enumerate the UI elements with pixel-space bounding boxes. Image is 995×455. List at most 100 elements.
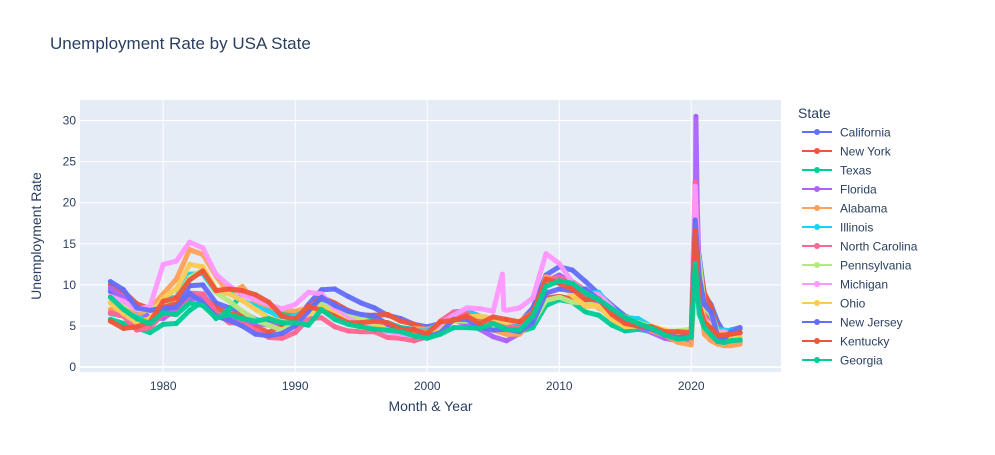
data-point-georgia bbox=[371, 326, 377, 332]
data-point-new-jersey bbox=[147, 307, 153, 313]
data-point-texas bbox=[160, 321, 166, 327]
data-point-kentucky bbox=[121, 325, 127, 331]
x-tick-label: 2000 bbox=[414, 379, 441, 393]
data-point-georgia bbox=[332, 316, 338, 322]
data-point-ohio bbox=[596, 303, 602, 309]
legend-item-florida: Florida bbox=[840, 183, 877, 197]
data-point-kentucky bbox=[411, 327, 417, 333]
data-point-new-jersey bbox=[226, 317, 232, 323]
data-point-california bbox=[345, 293, 351, 299]
data-point-alabama bbox=[701, 331, 707, 337]
data-point-kentucky bbox=[451, 317, 457, 323]
data-point-georgia bbox=[583, 290, 589, 296]
data-point-alabama bbox=[173, 276, 179, 282]
data-point-georgia bbox=[437, 331, 443, 337]
data-point-georgia bbox=[662, 332, 668, 338]
data-point-texas bbox=[609, 322, 615, 328]
data-point-alabama bbox=[239, 284, 245, 289]
data-point-pennsylvania bbox=[569, 299, 575, 305]
data-point-georgia bbox=[696, 311, 702, 317]
legend-item-georgia: Georgia bbox=[840, 354, 883, 368]
data-point-kentucky bbox=[737, 330, 743, 336]
data-point-kentucky bbox=[721, 332, 727, 338]
y-axis-title: Unemployment Rate bbox=[28, 172, 44, 300]
data-point-pennsylvania bbox=[239, 308, 245, 314]
data-point-ohio bbox=[583, 303, 589, 309]
data-point-georgia bbox=[121, 307, 127, 312]
data-point-michigan bbox=[253, 297, 259, 303]
x-tick-label: 2010 bbox=[546, 379, 573, 393]
data-point-georgia bbox=[253, 318, 259, 324]
data-point-georgia bbox=[715, 339, 721, 345]
legend-swatch-marker-illinois bbox=[814, 224, 820, 230]
data-point-new-jersey bbox=[187, 290, 193, 296]
data-point-georgia bbox=[737, 337, 743, 343]
y-tick-label: 25 bbox=[63, 155, 77, 169]
data-point-texas bbox=[622, 328, 628, 334]
data-point-florida bbox=[490, 334, 496, 340]
data-point-michigan bbox=[503, 307, 509, 313]
data-point-michigan bbox=[279, 306, 285, 312]
data-point-georgia bbox=[517, 327, 523, 333]
legend-item-north-carolina: North Carolina bbox=[840, 240, 918, 254]
data-point-georgia bbox=[688, 335, 694, 340]
data-point-north-carolina bbox=[358, 329, 364, 335]
data-point-new-york bbox=[385, 312, 391, 317]
data-point-ohio bbox=[239, 298, 245, 303]
data-point-michigan bbox=[121, 298, 127, 304]
data-point-michigan bbox=[213, 271, 219, 277]
legend-title: State bbox=[798, 105, 831, 121]
data-point-georgia bbox=[226, 312, 232, 317]
data-point-florida bbox=[693, 113, 699, 119]
legend-item-alabama: Alabama bbox=[840, 202, 888, 216]
data-point-north-carolina bbox=[398, 335, 404, 341]
data-point-texas bbox=[187, 307, 193, 313]
data-point-georgia bbox=[721, 339, 727, 345]
x-tick-label: 2020 bbox=[678, 379, 705, 393]
data-point-new-jersey bbox=[107, 279, 113, 285]
data-point-georgia bbox=[451, 325, 457, 331]
data-point-georgia bbox=[609, 306, 615, 312]
legend-item-ohio: Ohio bbox=[840, 297, 866, 311]
chart-title: Unemployment Rate by USA State bbox=[50, 34, 311, 53]
data-point-ohio bbox=[187, 261, 193, 267]
data-point-new-jersey bbox=[173, 304, 179, 310]
data-point-new-jersey bbox=[701, 302, 707, 308]
legend-swatch-marker-michigan bbox=[814, 281, 820, 287]
data-point-kentucky bbox=[200, 268, 206, 274]
data-point-michigan bbox=[292, 302, 298, 308]
data-point-california bbox=[200, 282, 206, 288]
data-point-texas bbox=[147, 330, 153, 336]
legend-item-texas: Texas bbox=[840, 164, 871, 178]
data-point-ohio bbox=[226, 291, 232, 297]
data-point-ohio bbox=[173, 286, 179, 292]
data-point-georgia bbox=[213, 315, 219, 321]
data-point-kentucky bbox=[708, 325, 714, 331]
legend-item-kentucky: Kentucky bbox=[840, 335, 889, 349]
data-point-georgia bbox=[239, 316, 245, 322]
data-point-michigan bbox=[556, 261, 562, 266]
legend-item-california: California bbox=[840, 126, 891, 140]
data-point-michigan bbox=[490, 308, 496, 314]
data-point-michigan bbox=[499, 271, 505, 277]
data-point-north-carolina bbox=[279, 335, 285, 341]
legend-swatch-marker-ohio bbox=[814, 300, 820, 306]
legend-swatch-marker-texas bbox=[814, 167, 820, 173]
data-point-alabama bbox=[292, 308, 298, 314]
y-tick-label: 0 bbox=[69, 360, 76, 374]
data-point-illinois bbox=[635, 316, 641, 322]
data-point-georgia bbox=[464, 325, 470, 331]
data-point-georgia bbox=[622, 315, 628, 321]
legend-item-pennsylvania: Pennsylvania bbox=[840, 259, 912, 273]
data-point-ohio bbox=[200, 264, 206, 270]
data-point-texas bbox=[121, 321, 127, 326]
legend-item-michigan: Michigan bbox=[840, 278, 888, 292]
data-point-new-jersey bbox=[530, 320, 536, 326]
data-point-texas bbox=[226, 307, 232, 312]
legend-swatch-marker-kentucky bbox=[814, 338, 820, 344]
data-point-kentucky bbox=[464, 313, 470, 319]
x-axis-title: Month & Year bbox=[388, 398, 472, 414]
data-point-new-jersey bbox=[556, 286, 562, 292]
